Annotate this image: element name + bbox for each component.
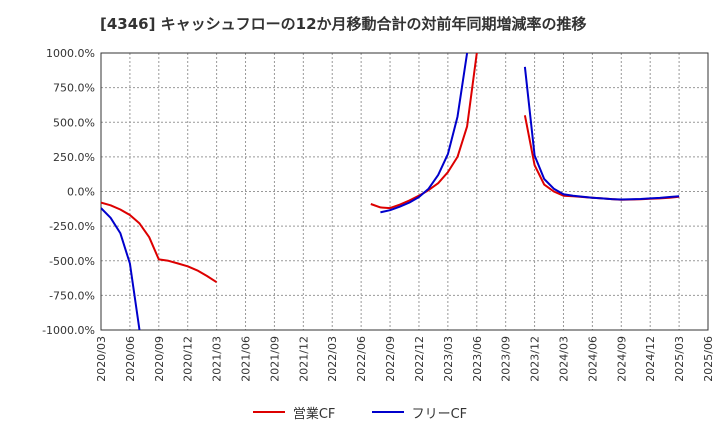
y-tick-label: 1000.0% <box>46 47 95 60</box>
x-tick-label: 2021/12 <box>297 336 310 382</box>
x-tick-label: 2024/03 <box>557 336 570 382</box>
y-tick-label: 250.0% <box>53 151 95 164</box>
x-tick-label: 2020/12 <box>182 336 195 382</box>
y-tick-label: -500.0% <box>49 255 95 268</box>
x-tick-label: 2023/09 <box>500 336 513 382</box>
x-tick-label: 2024/12 <box>644 336 657 382</box>
y-tick-label: 750.0% <box>53 82 95 95</box>
legend-item-free-cf: フリーCF <box>371 403 468 422</box>
y-tick-label: -250.0% <box>49 220 95 233</box>
y-tick-label: 500.0% <box>53 116 95 129</box>
legend-item-operating-cf: 営業CF <box>252 403 336 422</box>
x-tick-label: 2024/06 <box>586 336 599 382</box>
series-line-free-cf <box>101 207 141 330</box>
legend: 営業CF フリーCF <box>0 402 720 422</box>
y-tick-label: -750.0% <box>49 289 95 302</box>
legend-label-operating-cf: 営業CF <box>292 406 336 422</box>
plot-area <box>101 53 708 330</box>
x-tick-label: 2021/03 <box>211 336 224 382</box>
legend-label-free-cf: フリーCF <box>411 406 468 422</box>
series-line-operating-cf <box>101 201 218 284</box>
plot-border <box>100 52 709 331</box>
chart-title: [4346] キャッシュフローの12か月移動合計の対前年同期増減率の推移 <box>100 15 587 33</box>
x-tick-label: 2022/12 <box>413 336 426 382</box>
x-tick-label: 2021/06 <box>240 336 253 382</box>
series-line-free-cf <box>380 53 469 214</box>
y-tick-label: 0.0% <box>67 186 95 199</box>
series-line-free-cf <box>523 66 680 201</box>
legend-swatch-operating-cf <box>252 411 285 413</box>
x-tick-label: 2020/09 <box>153 336 166 382</box>
x-tick-label: 2024/09 <box>615 336 628 382</box>
legend-swatch-free-cf <box>371 411 404 413</box>
x-tick-label: 2023/12 <box>529 336 542 382</box>
x-tick-label: 2020/06 <box>124 336 137 382</box>
x-tick-label: 2022/03 <box>326 336 339 382</box>
x-tick-label: 2022/06 <box>355 336 368 382</box>
x-tick-label: 2022/09 <box>384 336 397 382</box>
x-tick-label: 2025/06 <box>702 336 715 382</box>
x-tick-label: 2020/03 <box>95 336 108 382</box>
x-tick-label: 2023/06 <box>471 336 484 382</box>
x-tick-label: 2023/03 <box>442 336 455 382</box>
x-tick-label: 2025/03 <box>673 336 686 382</box>
y-tick-label: -1000.0% <box>42 324 95 337</box>
x-tick-label: 2021/09 <box>268 336 281 382</box>
